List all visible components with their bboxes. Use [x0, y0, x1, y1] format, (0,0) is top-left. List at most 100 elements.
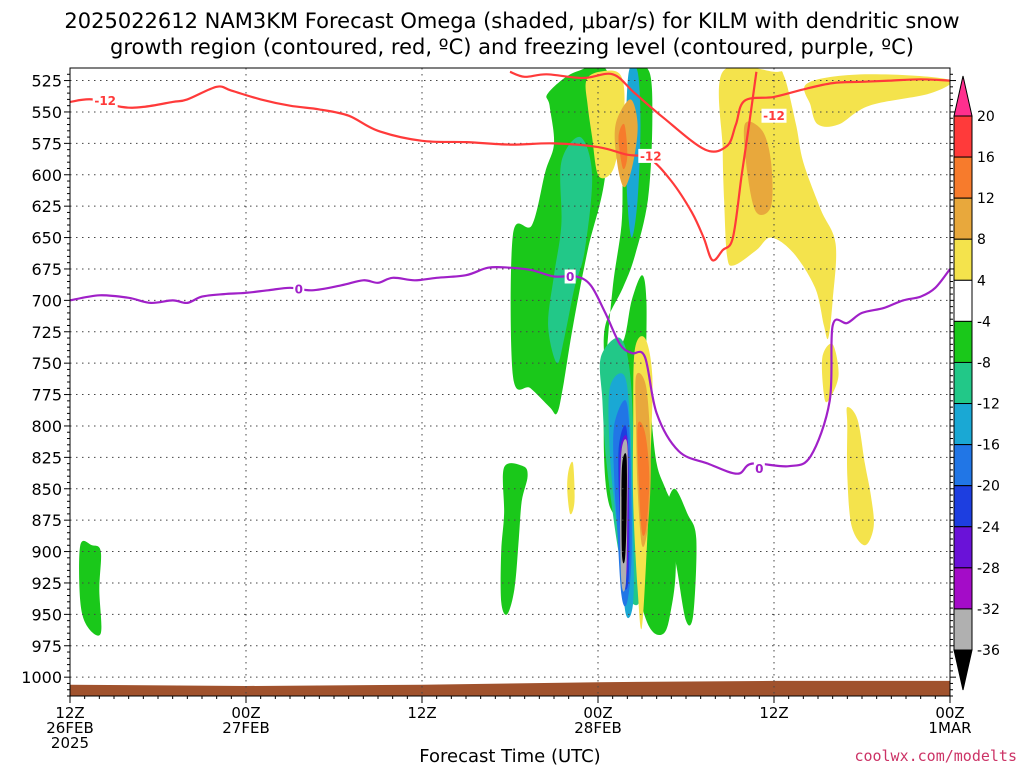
omega-region-neg8-2 — [500, 463, 528, 615]
y-tick-label-750: 750 — [31, 354, 62, 373]
colorbar-swatch-9 — [953, 444, 973, 487]
colorbar-label-8: -16 — [977, 438, 1000, 454]
colorbar-swatch-10 — [953, 485, 973, 528]
y-tick-label-775: 775 — [31, 386, 62, 405]
isotherm-1 — [509, 70, 950, 153]
contours — [70, 70, 950, 475]
omega-region-8-22 — [743, 121, 773, 215]
contour-label-bg-0 — [92, 93, 118, 108]
omega-region-4-20 — [846, 406, 874, 546]
x-tick-label-24-0: 12Z — [407, 704, 436, 722]
x-tick-label-60-1: 1MAR — [928, 719, 971, 737]
contour-label-3: 0 — [295, 283, 303, 297]
credit-text: coolwx.com/modelts — [854, 747, 1017, 765]
y-tick-label-1000: 1000 — [21, 668, 62, 687]
colorbar-label-1: 16 — [977, 150, 995, 166]
colorbar-swatch-13 — [953, 608, 973, 651]
y-axis: 525 550 575 600 625 650 675 700 725 750 775 800 825 8… — [21, 72, 956, 697]
isotherm-2 — [70, 265, 950, 475]
colorbar-label-6: -8 — [977, 355, 991, 371]
y-tick-label-700: 700 — [31, 291, 62, 310]
contour-label-bg-5 — [753, 461, 765, 476]
x-tick-label-0-0: 12Z — [55, 704, 84, 722]
colorbar-swatch-3 — [953, 197, 973, 240]
x-axis-title: Forecast Time (UTC) — [419, 746, 600, 767]
y-tick-label-975: 975 — [31, 637, 62, 656]
grid — [69, 68, 951, 696]
y-tick-label-850: 850 — [31, 480, 62, 499]
x-tick-label-12-1: 27FEB — [222, 719, 269, 737]
y-tick-label-600: 600 — [31, 166, 62, 185]
chart-title-line-1: 2025022612 NAM3KM Forecast Omega (shaded… — [64, 9, 959, 33]
contour-label-bg-3 — [293, 282, 305, 297]
colorbar-swatch-12 — [953, 567, 973, 610]
y-tick-label-550: 550 — [31, 103, 62, 122]
x-tick-label-0-2: 2025 — [51, 734, 89, 752]
omega-region-12-25 — [618, 123, 628, 170]
omega-region-neg8-4 — [665, 488, 697, 626]
colorbar-label-9: -20 — [977, 479, 1000, 495]
colorbar-label-0: 20 — [977, 109, 995, 125]
colorbar-swatch-8 — [953, 403, 973, 446]
x-tick-label-48-0: 12Z — [759, 704, 788, 722]
colorbar-label-12: -32 — [977, 602, 1000, 618]
colorbar-swatch-7 — [953, 361, 973, 405]
isotherm-0 — [70, 71, 758, 262]
plot-area: -12 -12 -12 0 0 0 — [69, 67, 951, 697]
colorbar: 20 16 12 8 4 -4 -8 -12 -16 -20 -24 -28 -32 -36 — [953, 75, 1000, 691]
omega-region-12-24 — [637, 421, 650, 536]
contour-label-5: 0 — [755, 462, 763, 476]
colorbar-label-11: -28 — [977, 561, 1000, 577]
x-tick-label-36-1: 28FEB — [574, 719, 621, 737]
chart-title-line-2: growth region (contoured, red, ºC) and f… — [110, 35, 914, 59]
y-tick-label-725: 725 — [31, 323, 62, 342]
y-tick-label-925: 925 — [31, 574, 62, 593]
omega-region-neg36-13 — [621, 453, 627, 564]
contour-labels: -12 -12 -12 0 0 0 — [92, 93, 787, 476]
y-tick-label-825: 825 — [31, 448, 62, 467]
contour-label-bg-4 — [564, 269, 576, 284]
colorbar-swatch-6 — [953, 320, 973, 363]
contour-label-bg-2 — [761, 108, 787, 123]
y-tick-label-525: 525 — [31, 72, 62, 91]
contour-label-0: -12 — [94, 94, 116, 108]
colorbar-swatch-4 — [953, 238, 973, 281]
y-tick-label-900: 900 — [31, 543, 62, 562]
x-tick-label-12-0: 00Z — [231, 704, 260, 722]
x-tick-label-0-1: 26FEB — [46, 719, 93, 737]
y-tick-label-575: 575 — [31, 134, 62, 153]
colorbar-label-7: -12 — [977, 397, 1000, 413]
colorbar-label-3: 8 — [977, 232, 986, 248]
colorbar-swatch-5 — [953, 279, 973, 322]
terrain — [70, 680, 950, 696]
colorbar-label-4: 4 — [977, 273, 986, 289]
colorbar-swatch-2 — [953, 156, 973, 199]
contour-label-1: -12 — [640, 149, 662, 163]
colorbar-label-10: -24 — [977, 520, 1000, 536]
colorbar-label-13: -36 — [977, 643, 1000, 659]
omega-region-4-16 — [567, 461, 575, 515]
y-tick-label-950: 950 — [31, 605, 62, 624]
x-tick-label-60-0: 00Z — [935, 704, 964, 722]
contour-label-4: 0 — [566, 270, 574, 284]
x-tick-label-36-0: 00Z — [583, 704, 612, 722]
terrain-fill — [70, 680, 950, 696]
omega-region-neg12-5 — [548, 136, 593, 364]
contour-label-2: -12 — [763, 109, 785, 123]
colorbar-swatch-1 — [953, 115, 973, 158]
omega-region-4-18 — [804, 74, 950, 127]
y-tick-label-875: 875 — [31, 511, 62, 530]
y-tick-label-650: 650 — [31, 229, 62, 248]
contour-label-bg-1 — [638, 148, 664, 163]
y-tick-label-800: 800 — [31, 417, 62, 436]
omega-region-4-19 — [821, 343, 839, 403]
colorbar-label-5: -4 — [977, 314, 991, 330]
colorbar-label-2: 12 — [977, 191, 995, 207]
y-tick-label-625: 625 — [31, 197, 62, 216]
colorbar-swatch-bottom — [953, 649, 973, 691]
colorbar-swatch-11 — [953, 526, 973, 569]
omega-region-neg8-3 — [79, 540, 102, 636]
y-tick-label-675: 675 — [31, 260, 62, 279]
